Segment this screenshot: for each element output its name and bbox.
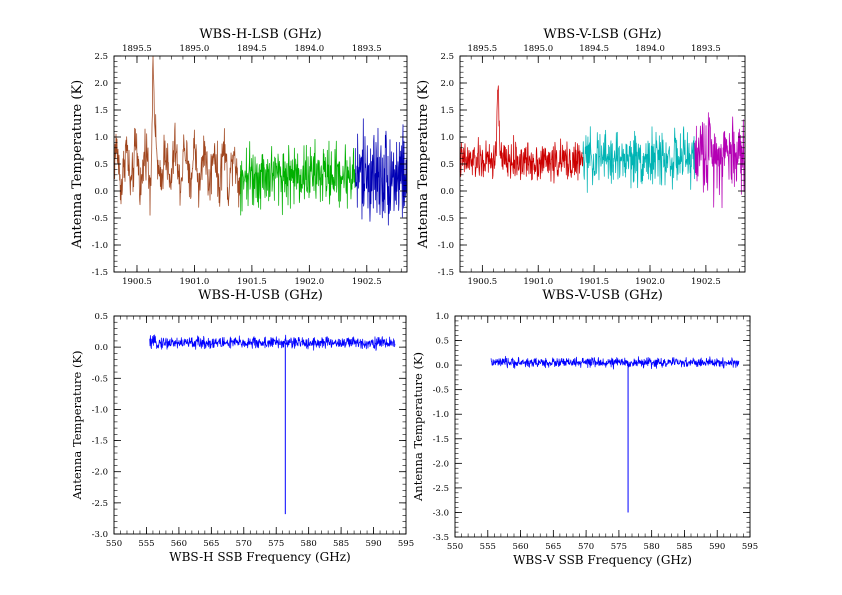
y-tick-label: -0.5	[433, 386, 449, 396]
x-tick-label: 1902.5	[352, 277, 382, 287]
y-tick-label: 2.0	[440, 79, 454, 89]
y-tick-label: 0.0	[440, 187, 454, 197]
y-tick-label: 1.5	[94, 106, 108, 116]
y-tick-label: -2.5	[433, 484, 449, 494]
y-tick-label: 2.5	[440, 52, 454, 62]
series-line-2	[240, 139, 355, 215]
series-line-3	[355, 119, 407, 225]
top-x-tick-label: 1894.0	[294, 44, 324, 54]
x-tick-label: 1902.0	[294, 277, 324, 287]
chart-panel-4: -3.5 -3.0 -2.5 -2.0 -1.5 -1.0 -0.5 0.0 0.5 1.0 550…	[411, 312, 758, 567]
x-tick-label: 555	[138, 539, 154, 549]
x-tick-label: 1901.5	[579, 277, 609, 287]
series-line-3	[695, 113, 745, 208]
series-line-1	[114, 56, 240, 215]
x-tick-label: 1900.5	[122, 277, 152, 287]
chart-panel-3: -3.0 -2.5 -2.0 -1.5 -1.0 -0.5 0.0 0.5 550 555 560 5…	[70, 312, 414, 564]
y-tick-label: -3.0	[433, 508, 449, 518]
series-line-1	[150, 335, 395, 351]
x-tick-label: 555	[480, 542, 496, 552]
x-axis-label: WBS-V SSB Frequency (GHz)	[513, 553, 692, 567]
x-axis-label: WBS-H SSB Frequency (GHz)	[169, 550, 350, 564]
y-tick-label: 2.5	[94, 52, 108, 62]
chart-panel-2: -1.5 -1.0 -0.5 0.0 0.5 1.0 1.5 2.0 2.5 1900.5 1901…	[416, 27, 745, 303]
x-tick-label: 1901.5	[237, 277, 267, 287]
x-tick-label: 595	[742, 542, 758, 552]
y-tick-label: 0.0	[94, 187, 108, 197]
y-axis-label: Antenna Temperature (K)	[70, 350, 84, 500]
top-x-tick-label: 1895.5	[467, 44, 497, 54]
y-tick-label: -1.5	[438, 268, 454, 278]
y-tick-label: 1.0	[94, 133, 108, 143]
y-axis-label: Antenna Temperature (K)	[70, 80, 85, 249]
top-x-tick-label: 1894.0	[635, 44, 665, 54]
x-tick-label: 1901.0	[523, 277, 553, 287]
x-tick-label: 570	[578, 542, 594, 552]
y-tick-label: -1.5	[92, 268, 108, 278]
x-axis-label: WBS-V-USB (GHz)	[542, 288, 663, 303]
y-tick-label: 1.0	[440, 133, 454, 143]
series-line-1	[460, 86, 583, 183]
chart-panel-1: -1.5 -1.0 -0.5 0.0 0.5 1.0 1.5 2.0 2.5 1900.5 1901…	[70, 27, 407, 303]
y-tick-label: 1.5	[440, 106, 454, 116]
y-tick-label: 0.0	[435, 361, 449, 371]
x-tick-label: 565	[545, 542, 561, 552]
x-tick-label: 575	[268, 539, 284, 549]
y-tick-label: -2.0	[92, 468, 108, 478]
x-tick-label: 580	[301, 539, 317, 549]
x-tick-label: 1902.0	[635, 277, 665, 287]
y-tick-label: -0.5	[92, 214, 108, 224]
x-tick-label: 560	[171, 539, 187, 549]
y-tick-label: 0.5	[94, 160, 108, 170]
x-tick-label: 590	[709, 542, 725, 552]
top-x-tick-label: 1895.0	[180, 44, 210, 54]
y-axis-label: Antenna Temperature (K)	[416, 80, 431, 249]
y-axis-label: Antenna Temperature (K)	[411, 352, 425, 502]
y-tick-label: 0.0	[94, 343, 108, 353]
y-tick-label: -2.5	[92, 499, 108, 509]
x-tick-label: 550	[106, 539, 122, 549]
y-tick-label: 0.5	[94, 312, 108, 322]
y-tick-label: -1.0	[92, 241, 108, 251]
x-tick-label: 585	[333, 539, 349, 549]
top-x-tick-label: 1894.5	[237, 44, 267, 54]
chart-title: WBS-H-LSB (GHz)	[199, 27, 321, 42]
series-line-1	[491, 356, 739, 369]
top-x-tick-label: 1895.5	[122, 44, 152, 54]
top-x-tick-label: 1895.0	[523, 44, 553, 54]
x-tick-label: 1900.5	[467, 277, 497, 287]
x-tick-label: 590	[365, 539, 381, 549]
x-tick-label: 560	[512, 542, 528, 552]
x-tick-label: 550	[447, 542, 463, 552]
y-tick-label: 0.5	[435, 337, 449, 347]
plot-frame	[455, 316, 750, 537]
x-tick-label: 575	[611, 542, 627, 552]
y-tick-label: -1.5	[433, 435, 449, 445]
y-tick-label: -0.5	[92, 374, 108, 384]
y-tick-label: -0.5	[438, 214, 454, 224]
top-x-tick-label: 1893.5	[691, 44, 721, 54]
y-tick-label: 2.0	[94, 79, 108, 89]
x-tick-label: 570	[236, 539, 252, 549]
x-tick-label: 580	[644, 542, 660, 552]
y-tick-label: -1.0	[92, 405, 108, 415]
x-tick-label: 565	[203, 539, 219, 549]
chart-title: WBS-V-LSB (GHz)	[543, 27, 661, 42]
x-tick-label: 595	[398, 539, 414, 549]
y-tick-label: -1.0	[433, 410, 449, 420]
x-tick-label: 1902.5	[691, 277, 721, 287]
y-tick-label: -1.0	[438, 241, 454, 251]
figure: -1.5 -1.0 -0.5 0.0 0.5 1.0 1.5 2.0 2.5 1900.5 1901…	[0, 0, 842, 595]
y-tick-label: 1.0	[435, 312, 449, 322]
series-line-2	[583, 127, 695, 193]
y-tick-label: -1.5	[92, 437, 108, 447]
x-tick-label: 1901.0	[180, 277, 210, 287]
top-x-tick-label: 1894.5	[579, 44, 609, 54]
y-tick-label: 0.5	[440, 160, 454, 170]
x-tick-label: 585	[676, 542, 692, 552]
x-axis-label: WBS-H-USB (GHz)	[198, 288, 323, 303]
top-x-tick-label: 1893.5	[352, 44, 382, 54]
y-tick-label: -2.0	[433, 459, 449, 469]
